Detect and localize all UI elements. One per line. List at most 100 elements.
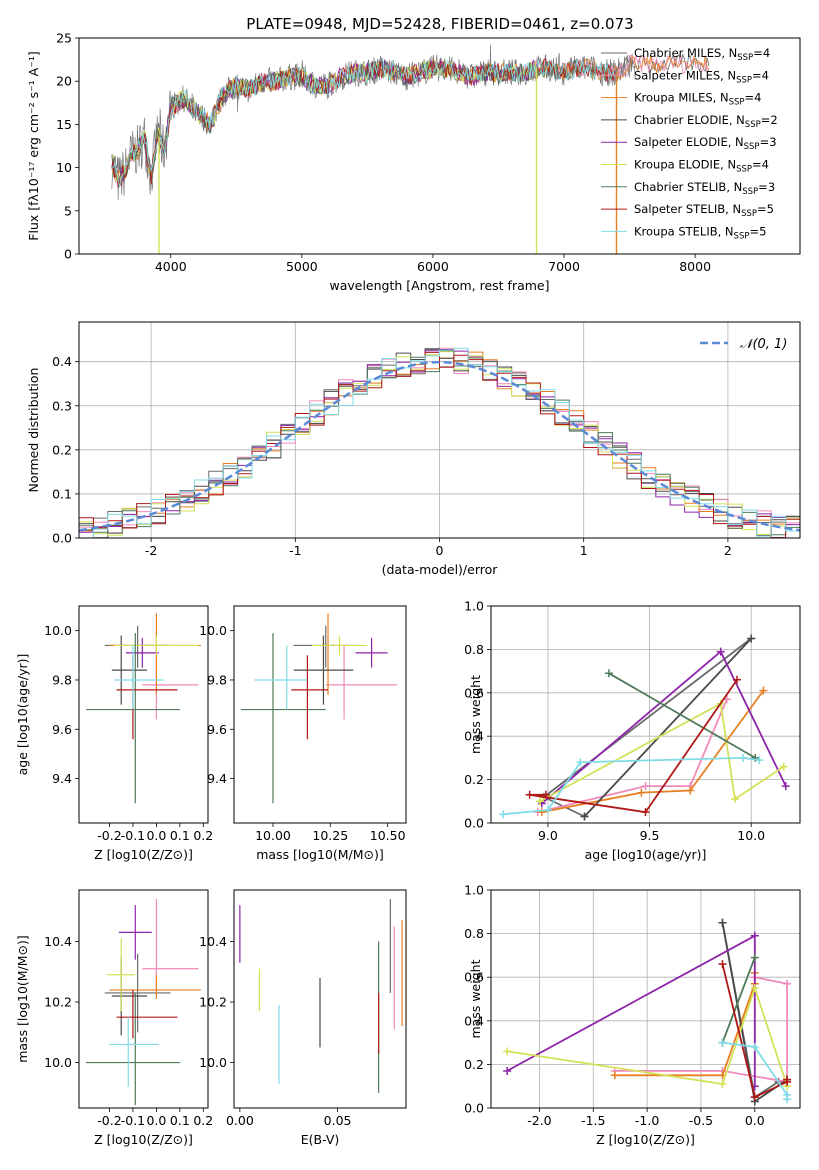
legend-label: Kroupa MILES, NSSP=4 <box>634 91 761 108</box>
weight-point-marker <box>732 675 741 684</box>
mass_vs_Z-axes <box>75 941 204 1112</box>
mass_vs_EBV-frame <box>233 889 407 1109</box>
x-tick-label: -1 <box>289 543 301 558</box>
mass_weight_vs_age-series <box>499 634 790 821</box>
mass_vs_EBV-axes <box>230 941 338 1112</box>
mass_weight_vs_Z-series <box>503 918 792 1106</box>
y-tick-label: 9.8 <box>52 672 72 687</box>
x-tick-label: -0.5 <box>689 1113 713 1128</box>
x-tick-label: 0.0 <box>745 1113 765 1128</box>
y-tick-label: 0.4 <box>464 729 484 744</box>
x-tick-label: 4000 <box>155 259 187 274</box>
legend-nssp-sub: SSP <box>742 187 758 197</box>
x-tick-label: -1.0 <box>635 1113 659 1128</box>
weight-point-marker <box>718 918 727 927</box>
legend-nssp-prefix: , N <box>729 113 745 127</box>
y-tick-label: 9.4 <box>52 771 72 786</box>
y-tick-label: 0.3 <box>52 398 72 413</box>
model-fit-line <box>111 58 616 189</box>
weight-series-line <box>529 679 738 814</box>
x-axis-label: E(B-V) <box>301 1132 340 1147</box>
x-tick-label: -0.2 <box>97 828 121 843</box>
weight-series-line <box>608 672 756 759</box>
y-tick-label: 0.8 <box>464 926 484 941</box>
y-tick-label: 0.2 <box>464 1057 484 1072</box>
age_vs_mass-points <box>240 613 397 804</box>
legend-nssp-prefix: , N <box>728 135 744 149</box>
weight-point-marker <box>747 634 756 643</box>
x-tick-label: 5000 <box>286 259 318 274</box>
y-tick-label: 5 <box>64 203 72 218</box>
weight-series-line <box>539 702 785 803</box>
legend-nssp-prefix: , N <box>713 91 729 105</box>
legend-nssp-prefix: , N <box>720 158 736 172</box>
legend-nssp-sub: SSP <box>737 53 753 63</box>
legend-nssp-eq: = <box>753 46 763 60</box>
y-tick-label: 0 <box>64 247 72 262</box>
legend-label: 𝒩(0, 1) <box>740 337 787 352</box>
weight-point-marker <box>751 753 760 762</box>
x-axis-label: mass [log10(M/M⊙)] <box>256 847 384 862</box>
weight-series-line <box>583 637 752 818</box>
legend-nssp-eq: = <box>761 113 771 127</box>
weight-point-marker <box>541 790 550 799</box>
x-tick-label: 0.0 <box>146 1113 166 1128</box>
x-tick-label: 0.2 <box>193 1113 213 1128</box>
weight-point-marker <box>537 808 546 817</box>
mass_weight_vs_Z-frame <box>490 889 801 1109</box>
y-tick-label: 0.2 <box>52 442 72 457</box>
x-tick-label: 2 <box>724 543 732 558</box>
weight-point-marker <box>750 1093 759 1102</box>
x-tick-label: 0.1 <box>170 1113 190 1128</box>
x-axis-label: Z [log10(Z/Z⊙)] <box>596 1132 695 1147</box>
legend-model: Kroupa STELIB <box>634 224 718 238</box>
legend-nssp-eq: = <box>752 68 762 82</box>
weight-point-marker <box>750 1042 759 1051</box>
weight-point-marker <box>686 786 695 795</box>
spectrum-frame <box>78 37 801 255</box>
mass_vs_Z-frame <box>78 889 209 1109</box>
y-tick-label: 25 <box>56 31 72 46</box>
x-axis-label: (data-model)/error <box>382 562 499 577</box>
y-axis-label: age [log10(age/yr)] <box>15 654 30 776</box>
y-tick-label: 0.8 <box>464 642 484 657</box>
legend-label: Salpeter MILES, NSSP=4 <box>634 68 769 85</box>
normal-reference-curve <box>79 360 800 532</box>
legend-nssp-eq: = <box>758 180 768 194</box>
y-tick-label: 0.6 <box>464 685 484 700</box>
legend-nssp-eq: = <box>749 224 759 238</box>
x-tick-label: 10.00 <box>255 828 291 843</box>
legend-label: Salpeter STELIB, NSSP=5 <box>634 202 774 219</box>
x-tick-label: 0.00 <box>226 1113 254 1128</box>
mass_vs_EBV-points <box>239 899 403 1093</box>
x-tick-label: 0.05 <box>324 1113 352 1128</box>
x-tick-label: 1 <box>580 543 588 558</box>
y-tick-label: 0.1 <box>52 486 72 501</box>
legend-nssp-prefix: , N <box>718 224 734 238</box>
weight-point-marker <box>783 1095 792 1104</box>
x-tick-label: 0.0 <box>146 828 166 843</box>
x-axis-label: Z [log10(Z/Z⊙)] <box>94 847 193 862</box>
y-tick-label: 9.6 <box>207 722 227 737</box>
y-tick-label: 0.2 <box>464 772 484 787</box>
age_vs_Z-points <box>86 613 201 804</box>
weight-point-marker <box>499 810 508 819</box>
legend-nssp-sub: SSP <box>729 98 745 108</box>
weight-point-marker <box>739 753 748 762</box>
weight-point-marker <box>750 984 759 993</box>
y-tick-label: 10.4 <box>199 934 227 949</box>
weight-point-marker <box>503 1066 512 1075</box>
y-tick-label: 10.0 <box>44 1055 72 1070</box>
legend-nssp-eq: = <box>744 91 754 105</box>
y-tick-label: 1.0 <box>464 883 484 898</box>
y-tick-label: 9.4 <box>207 771 227 786</box>
legend-model: Chabrier ELODIE <box>634 113 729 127</box>
x-tick-label: 6000 <box>417 259 449 274</box>
legend-model: Salpeter MILES <box>634 68 720 82</box>
x-tick-label: 9.0 <box>538 828 558 843</box>
x-tick-label: 10.25 <box>312 828 348 843</box>
y-tick-label: 10 <box>56 160 72 175</box>
age_vs_Z-axes <box>75 630 204 827</box>
legend-nssp-prefix: , N <box>725 202 741 216</box>
x-tick-label: 8000 <box>679 259 711 274</box>
